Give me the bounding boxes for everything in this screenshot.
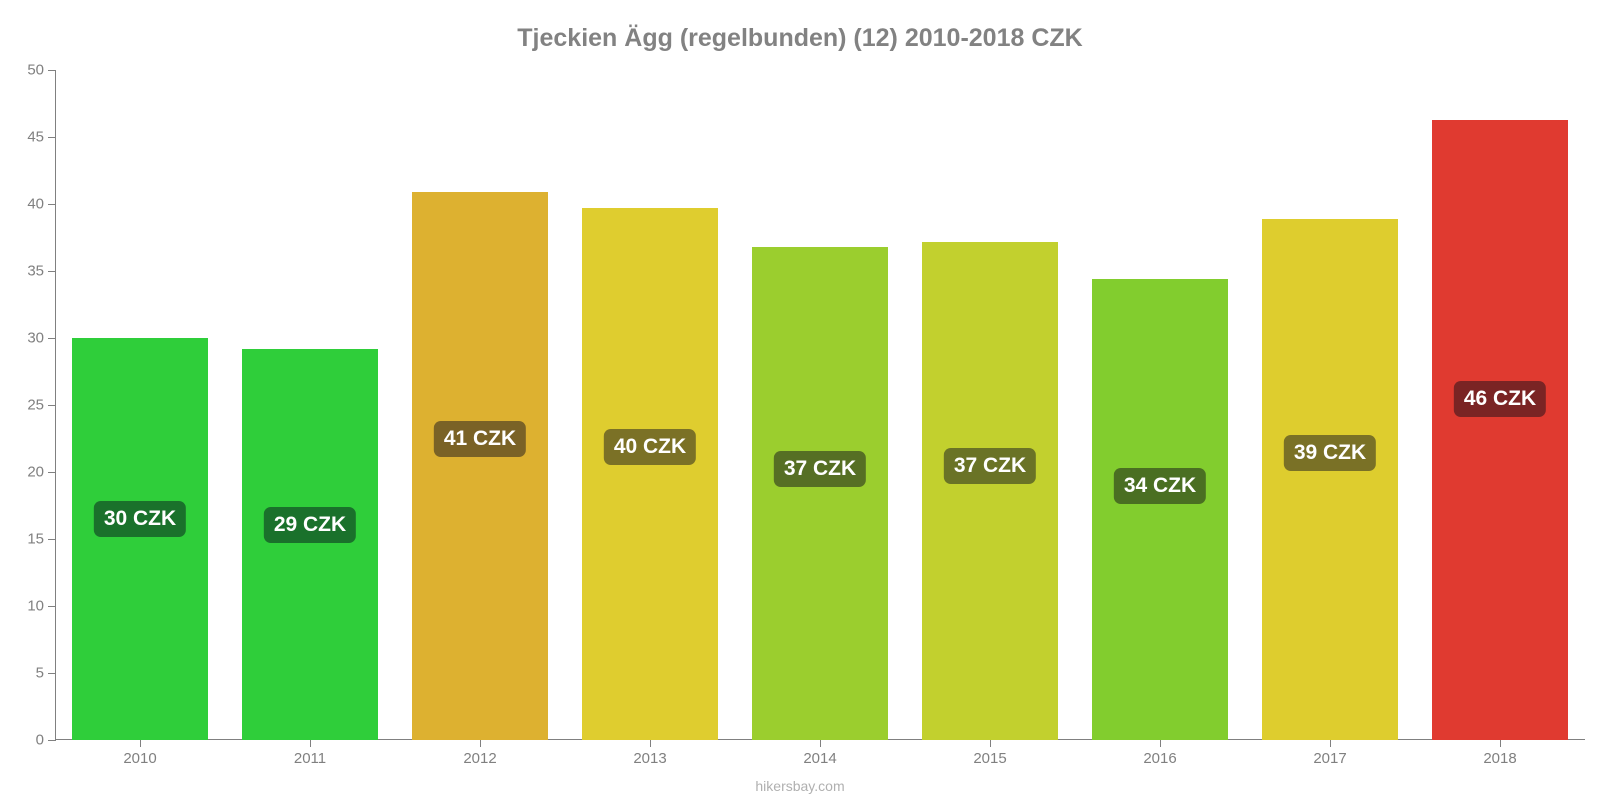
y-tick-label: 45	[27, 129, 44, 146]
plot-area: 30 CZK201029 CZK201141 CZK201240 CZK2013…	[55, 70, 1585, 740]
y-tick-label: 5	[36, 665, 44, 682]
x-tick-label: 2017	[1313, 750, 1346, 767]
bar-slot: 29 CZK2011	[225, 70, 395, 740]
chart-area: 05101520253035404550 30 CZK201029 CZK201…	[55, 70, 1585, 740]
y-tick-label: 30	[27, 330, 44, 347]
x-tick-label: 2012	[463, 750, 496, 767]
x-tick	[140, 740, 141, 747]
bar-value-badge: 34 CZK	[1114, 468, 1206, 504]
bar-slot: 37 CZK2014	[735, 70, 905, 740]
bar-value-badge: 37 CZK	[774, 451, 866, 487]
bar-slot: 40 CZK2013	[565, 70, 735, 740]
bar-slot: 39 CZK2017	[1245, 70, 1415, 740]
y-tick	[48, 740, 56, 741]
y-tick-label: 10	[27, 598, 44, 615]
x-tick-label: 2015	[973, 750, 1006, 767]
bar	[1092, 279, 1228, 740]
bar	[582, 208, 718, 740]
x-tick-label: 2010	[123, 750, 156, 767]
y-tick-label: 35	[27, 263, 44, 280]
bar-value-badge: 46 CZK	[1454, 381, 1546, 417]
y-tick-label: 40	[27, 196, 44, 213]
bar	[412, 192, 548, 740]
x-tick	[820, 740, 821, 747]
bar-value-badge: 29 CZK	[264, 507, 356, 543]
bar-value-badge: 30 CZK	[94, 501, 186, 537]
x-tick-label: 2013	[633, 750, 666, 767]
x-tick-label: 2018	[1483, 750, 1516, 767]
bar	[72, 338, 208, 740]
x-tick	[480, 740, 481, 747]
bar-value-badge: 39 CZK	[1284, 435, 1376, 471]
x-tick-label: 2016	[1143, 750, 1176, 767]
bar-slot: 41 CZK2012	[395, 70, 565, 740]
x-tick	[1160, 740, 1161, 747]
y-tick-label: 15	[27, 531, 44, 548]
bar	[922, 242, 1058, 740]
bar	[752, 247, 888, 740]
bar	[1262, 219, 1398, 740]
bar-value-badge: 40 CZK	[604, 429, 696, 465]
bar-slot: 46 CZK2018	[1415, 70, 1585, 740]
bar-value-badge: 37 CZK	[944, 448, 1036, 484]
bar-slot: 30 CZK2010	[55, 70, 225, 740]
x-tick	[650, 740, 651, 747]
bar-value-badge: 41 CZK	[434, 421, 526, 457]
x-tick-label: 2011	[294, 750, 326, 767]
x-tick-label: 2014	[803, 750, 836, 767]
y-tick-label: 0	[36, 732, 44, 749]
bar-slot: 34 CZK2016	[1075, 70, 1245, 740]
x-tick	[990, 740, 991, 747]
bar	[242, 349, 378, 740]
attribution-text: hikersbay.com	[0, 778, 1600, 794]
y-tick-label: 20	[27, 464, 44, 481]
bar	[1432, 120, 1568, 740]
y-tick-label: 25	[27, 397, 44, 414]
x-tick	[310, 740, 311, 747]
chart-title: Tjeckien Ägg (regelbunden) (12) 2010-201…	[0, 0, 1600, 53]
x-tick	[1500, 740, 1501, 747]
x-tick	[1330, 740, 1331, 747]
y-tick-label: 50	[27, 62, 44, 79]
bar-slot: 37 CZK2015	[905, 70, 1075, 740]
